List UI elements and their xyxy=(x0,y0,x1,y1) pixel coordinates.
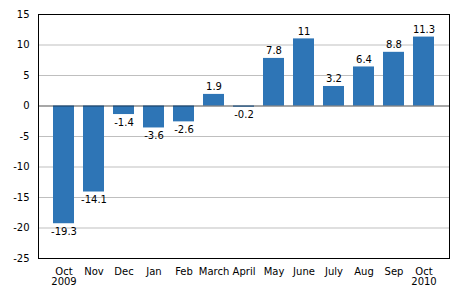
svg-text:11: 11 xyxy=(298,26,311,37)
svg-text:-14.1: -14.1 xyxy=(81,194,107,205)
svg-text:June: June xyxy=(292,266,315,277)
svg-text:11.3: 11.3 xyxy=(413,24,435,35)
svg-text:-10: -10 xyxy=(13,161,29,172)
svg-text:Oct2009: Oct2009 xyxy=(51,266,76,287)
svg-text:-25: -25 xyxy=(13,253,29,264)
svg-text:1.9: 1.9 xyxy=(206,81,222,92)
svg-text:5: 5 xyxy=(23,70,29,81)
svg-text:Jan: Jan xyxy=(145,266,161,277)
svg-text:-0.2: -0.2 xyxy=(234,109,254,120)
svg-text:8.8: 8.8 xyxy=(386,39,402,50)
svg-text:Oct2010: Oct2010 xyxy=(411,266,436,287)
svg-text:April: April xyxy=(233,266,256,277)
svg-text:-5: -5 xyxy=(20,131,30,142)
svg-text:10: 10 xyxy=(17,39,30,50)
svg-text:15: 15 xyxy=(17,9,30,20)
svg-text:May: May xyxy=(264,266,285,277)
svg-text:3.2: 3.2 xyxy=(326,73,342,84)
svg-text:7.8: 7.8 xyxy=(266,45,282,56)
svg-text:-19.3: -19.3 xyxy=(51,226,77,237)
svg-text:Feb: Feb xyxy=(175,266,193,277)
svg-text:-2.6: -2.6 xyxy=(174,124,194,135)
svg-text:0: 0 xyxy=(23,100,29,111)
svg-text:Dec: Dec xyxy=(114,266,133,277)
svg-text:March: March xyxy=(199,266,229,277)
svg-text:-3.6: -3.6 xyxy=(144,130,164,141)
svg-text:Sep: Sep xyxy=(385,266,404,277)
svg-text:Aug: Aug xyxy=(354,266,374,277)
svg-text:July: July xyxy=(324,266,343,277)
svg-text:-1.4: -1.4 xyxy=(114,117,134,128)
svg-text:-20: -20 xyxy=(13,222,29,233)
svg-text:-15: -15 xyxy=(13,192,29,203)
svg-text:6.4: 6.4 xyxy=(356,54,372,65)
svg-text:Nov: Nov xyxy=(84,266,104,277)
